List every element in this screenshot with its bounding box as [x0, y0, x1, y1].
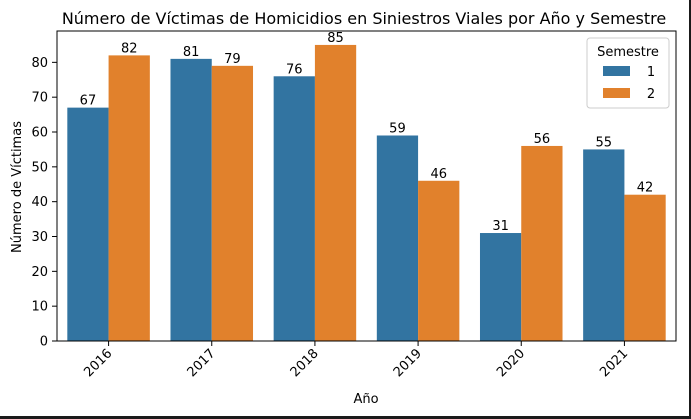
- bars-group: [67, 44, 666, 342]
- y-axis-label: Número de Víctimas: [10, 121, 25, 253]
- legend-swatch-2: [603, 88, 630, 98]
- bar-value-label-2019-semestre-2: 46: [430, 167, 447, 182]
- bar-value-label-2017-semestre-2: 79: [224, 52, 241, 67]
- y-tick-label: 70: [31, 91, 48, 106]
- y-tick-label: 80: [31, 56, 48, 71]
- window-right-edge: [689, 0, 691, 419]
- bar-2017-semestre-2: [211, 65, 254, 342]
- bar-2018-semestre-2: [314, 44, 357, 341]
- bar-value-label-2021-semestre-1: 55: [596, 135, 613, 150]
- chart-title: Número de Víctimas de Homicidios en Sini…: [62, 9, 666, 28]
- x-tick-label-2018: 2018: [288, 346, 322, 380]
- bar-value-label-2017-semestre-1: 81: [183, 45, 200, 60]
- window-bottom-edge: [0, 416, 691, 419]
- legend: Semestre 12: [586, 37, 670, 109]
- y-tick-label: 0: [40, 335, 48, 350]
- y-axis-ticks: 0 10 20 30 40 50 60 70 80: [31, 56, 57, 350]
- bar-2020-semestre-1: [479, 233, 522, 341]
- bar-2016-semestre-1: [67, 107, 109, 341]
- x-axis-label: Año: [353, 392, 378, 407]
- bar-labels-group: 67 82 81 79 76 85 59 46 31 56 55 42: [80, 31, 654, 234]
- bar-value-label-2021-semestre-2: 42: [637, 181, 654, 196]
- bar-value-label-2020-semestre-1: 31: [492, 219, 509, 234]
- bar-2021-semestre-2: [624, 194, 666, 341]
- y-tick-label: 10: [31, 300, 48, 315]
- legend-items: 12: [603, 65, 655, 102]
- legend-label-2: 2: [647, 87, 655, 102]
- bar-2020-semestre-2: [521, 145, 563, 341]
- x-tick-label-2019: 2019: [391, 346, 425, 380]
- legend-swatch-1: [603, 66, 630, 76]
- bar-2016-semestre-2: [108, 55, 150, 342]
- bar-value-label-2016-semestre-1: 67: [80, 94, 97, 109]
- legend-title: Semestre: [597, 45, 659, 60]
- bar-2017-semestre-1: [170, 58, 212, 341]
- plot-frame: [56, 30, 677, 342]
- bar-2019-semestre-2: [418, 180, 460, 341]
- legend-label-1: 1: [647, 65, 655, 80]
- bar-value-label-2019-semestre-1: 59: [389, 121, 406, 136]
- x-tick-label-2020: 2020: [494, 346, 528, 380]
- bar-value-label-2020-semestre-2: 56: [534, 132, 551, 147]
- y-tick-label: 60: [31, 126, 48, 141]
- bar-2018-semestre-1: [273, 76, 315, 342]
- bar-2019-semestre-1: [376, 135, 419, 341]
- bar-value-label-2016-semestre-2: 82: [121, 41, 138, 56]
- y-tick-label: 40: [31, 195, 48, 210]
- x-axis-ticks: 2016 2017 2018 2019 2020 2021: [81, 341, 631, 380]
- bar-2021-semestre-1: [583, 149, 625, 341]
- bar-value-label-2018-semestre-2: 85: [327, 31, 344, 46]
- x-tick-label-2021: 2021: [597, 346, 631, 380]
- bar-value-label-2018-semestre-1: 76: [286, 62, 303, 77]
- x-tick-label-2016: 2016: [81, 346, 115, 380]
- y-tick-label: 30: [31, 230, 48, 245]
- y-tick-label: 50: [31, 160, 48, 175]
- y-tick-label: 20: [31, 265, 48, 280]
- x-tick-label-2017: 2017: [185, 346, 219, 380]
